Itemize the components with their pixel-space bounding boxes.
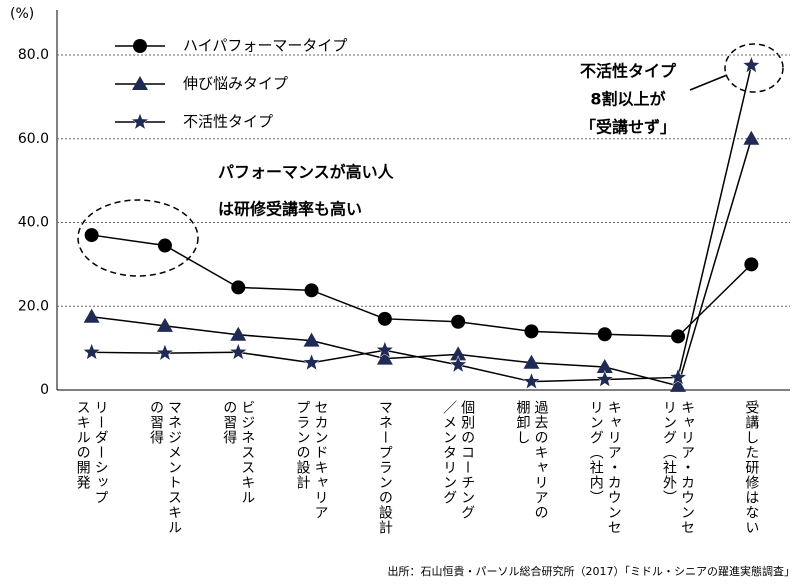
data-point (302, 353, 321, 371)
y-axis-label: (%) (10, 6, 34, 22)
x-tick-label: 受講した研修はない (743, 400, 760, 535)
data-point (377, 311, 392, 326)
annotation: 不活性タイプ (580, 62, 677, 81)
data-point (230, 326, 247, 341)
data-point (670, 377, 687, 392)
x-tick-label: ビジネススキル の習得 (221, 400, 256, 505)
y-tick-label: 20.0 (18, 298, 49, 314)
data-point (375, 340, 395, 359)
highlight-ellipse (77, 199, 199, 277)
data-point (671, 329, 686, 344)
x-tick-label: マネジメントスキル の習得 (147, 400, 182, 535)
y-tick-label: 40.0 (18, 215, 49, 231)
legend-label: 伸び悩みタイプ (183, 75, 288, 93)
y-tick-label: 0 (40, 382, 49, 398)
data-point (743, 130, 760, 145)
annotation: は研修受講率も高い (218, 200, 362, 219)
data-point (597, 327, 612, 342)
legend-marker (132, 76, 148, 90)
data-point (83, 308, 100, 323)
annotation: 「受講せず」 (580, 118, 676, 137)
x-tick-label: リーダーシップ スキルの開発 (74, 400, 109, 505)
data-point (84, 228, 99, 243)
data-point (596, 358, 613, 373)
data-point (744, 257, 759, 272)
series-line (91, 234, 752, 338)
data-point (231, 280, 246, 295)
source: 出所：石山恒貴・パーソル総合研究所（2017）「ミドル・シニアの躍進実態調査」 (388, 564, 796, 578)
data-point (155, 343, 175, 361)
legend-label: ハイパフォーマータイプ (183, 37, 347, 55)
data-point (157, 238, 172, 253)
data-point (523, 354, 540, 369)
data-point (229, 342, 248, 361)
data-point (742, 55, 761, 74)
x-tick-label: 過去のキャリアの 棚卸し (514, 400, 549, 520)
data-point (668, 367, 688, 386)
legend-marker (130, 112, 150, 130)
callout-line (689, 74, 728, 91)
series-line (91, 138, 753, 387)
x-tick-label: 個別のコーチング ／メンタリング (441, 400, 476, 520)
y-tick-label: 80.0 (18, 47, 49, 63)
data-point (595, 369, 614, 388)
y-tick-label: 60.0 (18, 131, 49, 147)
data-point (522, 371, 541, 390)
data-point (82, 342, 101, 361)
x-tick-label: キャリア・カウンセ リング（社内） (587, 400, 622, 535)
annotation: 8割以上が (590, 90, 665, 109)
data-point (448, 355, 468, 373)
series-line (91, 65, 753, 383)
x-tick-label: セカンドキャリア プランの設計 (294, 400, 329, 520)
x-tick-label: マネープランの設計 (376, 400, 393, 535)
data-point (451, 314, 466, 329)
legend-marker (133, 39, 147, 53)
data-point (524, 324, 539, 339)
data-point (303, 332, 320, 347)
data-point (376, 350, 393, 365)
annotation: パフォーマンスが高い人 (218, 163, 395, 182)
data-point (450, 346, 467, 361)
legend-label: 不活性タイプ (183, 113, 273, 131)
data-point (156, 317, 173, 332)
x-tick-label: キャリア・カウンセ リング（社外） (661, 400, 696, 535)
data-point (304, 283, 319, 298)
highlight-ellipse (724, 43, 784, 93)
